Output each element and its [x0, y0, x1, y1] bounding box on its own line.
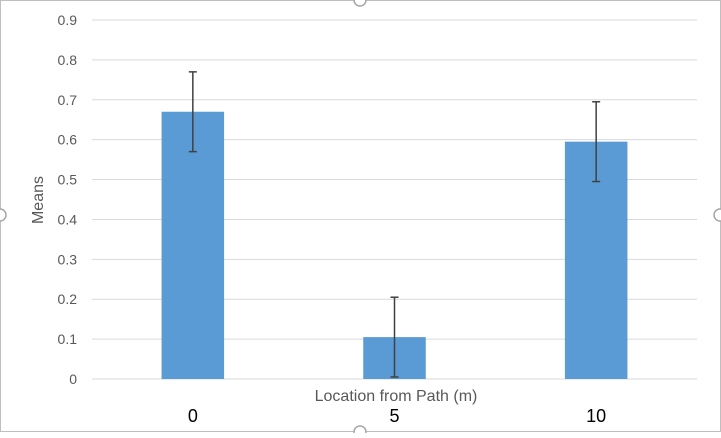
error-bar-5 [390, 296, 399, 378]
y-tick-label: 0.2 [58, 291, 78, 307]
y-tick-label: 0.7 [58, 92, 78, 108]
x-axis-title: Location from Path (m) [315, 388, 478, 405]
x-tick-label: 5 [389, 406, 399, 426]
y-axis-title: Means [30, 176, 47, 224]
error-bars [188, 71, 601, 378]
error-bar-10 [592, 101, 601, 183]
y-tick-label: 0.5 [58, 172, 78, 188]
y-tick-label: 0.6 [58, 132, 78, 148]
y-tick-label: 0.4 [58, 211, 78, 227]
x-tick-label: 10 [586, 406, 606, 426]
resize-handle[interactable] [353, 425, 367, 438]
y-tick-label: 0.8 [58, 52, 78, 68]
resize-handle[interactable] [353, 0, 367, 7]
resize-handle[interactable] [713, 208, 721, 222]
error-bar-0 [188, 71, 197, 153]
x-tick-label: 0 [188, 406, 198, 426]
bar-0[interactable] [161, 111, 225, 379]
y-tick-label: 0 [69, 371, 77, 387]
y-tick-label: 0.1 [58, 331, 78, 347]
y-tick-label: 0.9 [58, 12, 78, 28]
resize-handle[interactable] [0, 208, 7, 222]
y-axis-tick-labels: 0 0.1 0.2 0.3 0.4 0.5 0.6 0.7 0.8 0.9 [58, 12, 78, 387]
y-tick-label: 0.3 [58, 251, 78, 267]
x-axis-tick-labels: 0 5 10 [188, 406, 606, 426]
